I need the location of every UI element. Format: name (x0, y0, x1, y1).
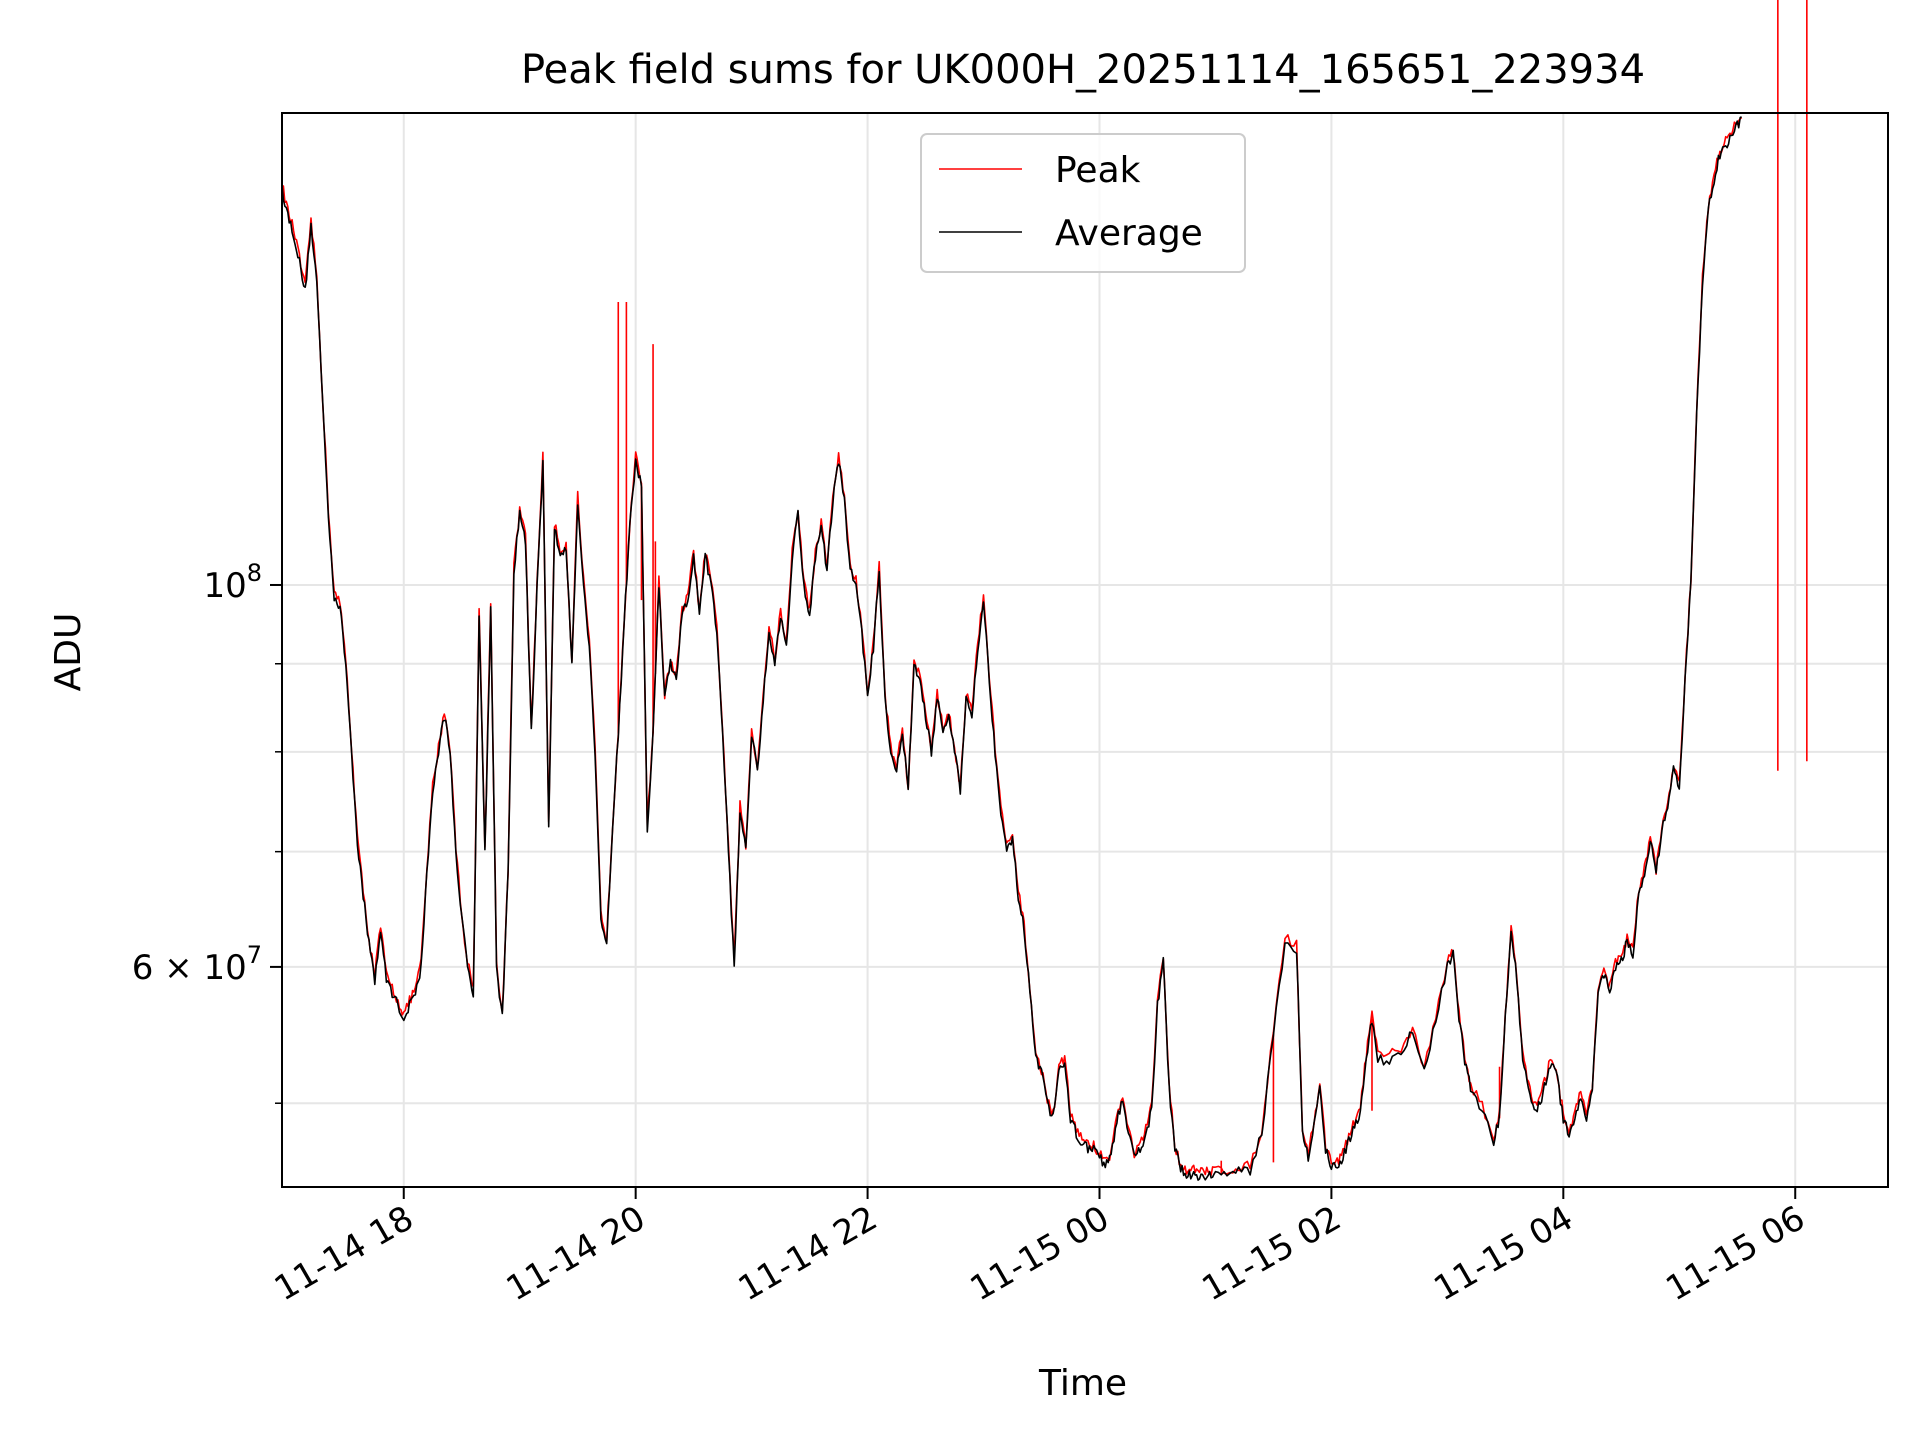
legend-label-average: Average (1055, 213, 1203, 254)
y-axis: 6 × 107 108 (132, 559, 282, 1104)
y-tick-label: 6 × 107 (132, 941, 262, 988)
chart-title: Peak field sums for UK000H_20251114_1656… (521, 47, 1645, 93)
grid-lines (282, 113, 1888, 1187)
y-tick-label: 108 (203, 559, 262, 606)
y-axis-label: ADU (48, 613, 89, 692)
plot-area-frame (281, 112, 1889, 1188)
legend: Peak Average (920, 133, 1246, 273)
x-axis-label: Time (1038, 1363, 1127, 1404)
data-series (281, 0, 1808, 1181)
average-series-line (281, 116, 1742, 1181)
legend-label-peak: Peak (1055, 150, 1141, 191)
